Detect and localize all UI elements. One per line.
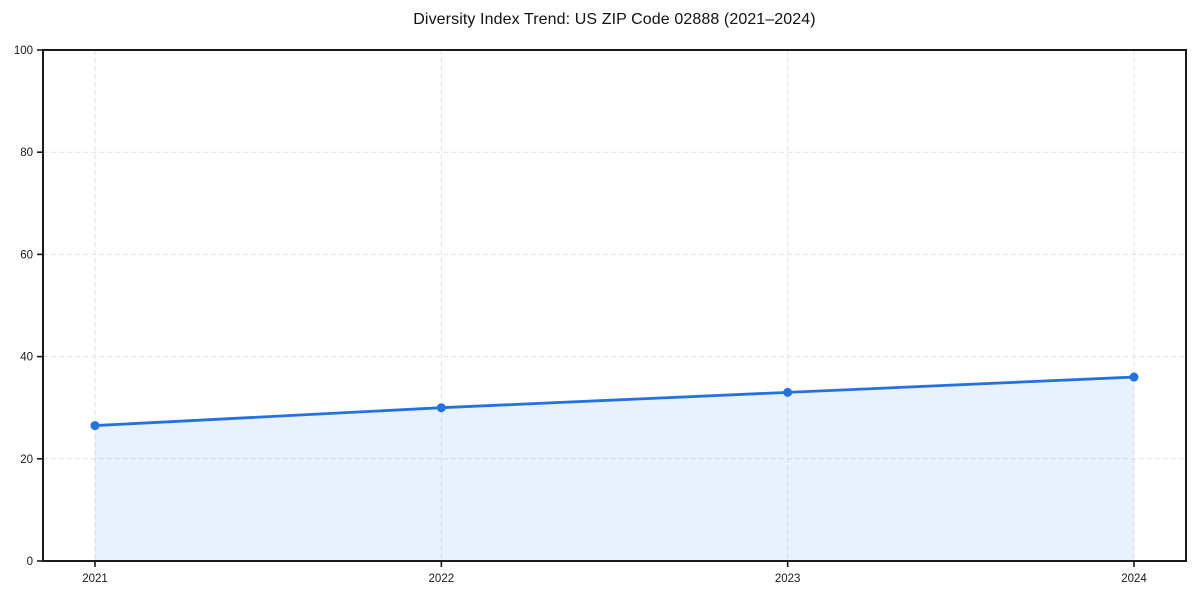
x-tick-label: 2022 <box>429 573 455 585</box>
y-tick-label: 100 <box>14 45 33 57</box>
x-tick-label: 2021 <box>82 573 108 585</box>
data-point-2021 <box>90 421 100 431</box>
area-fill <box>95 377 1134 561</box>
x-tick-label: 2023 <box>775 573 801 585</box>
data-point-2024 <box>1129 372 1139 382</box>
y-tick-label: 0 <box>27 556 33 568</box>
trend-line <box>93 375 1136 427</box>
y-tick-label: 80 <box>20 147 33 159</box>
y-tick-label: 40 <box>20 352 33 364</box>
y-tick-label: 60 <box>20 249 33 261</box>
data-point-2023 <box>783 387 793 397</box>
y-tick-label: 20 <box>20 454 33 466</box>
plot-border <box>42 49 1187 562</box>
x-tick-label: 2024 <box>1121 573 1147 585</box>
chart-title: Diversity Index Trend: US ZIP Code 02888… <box>413 11 816 28</box>
data-point-2022 <box>436 403 446 413</box>
